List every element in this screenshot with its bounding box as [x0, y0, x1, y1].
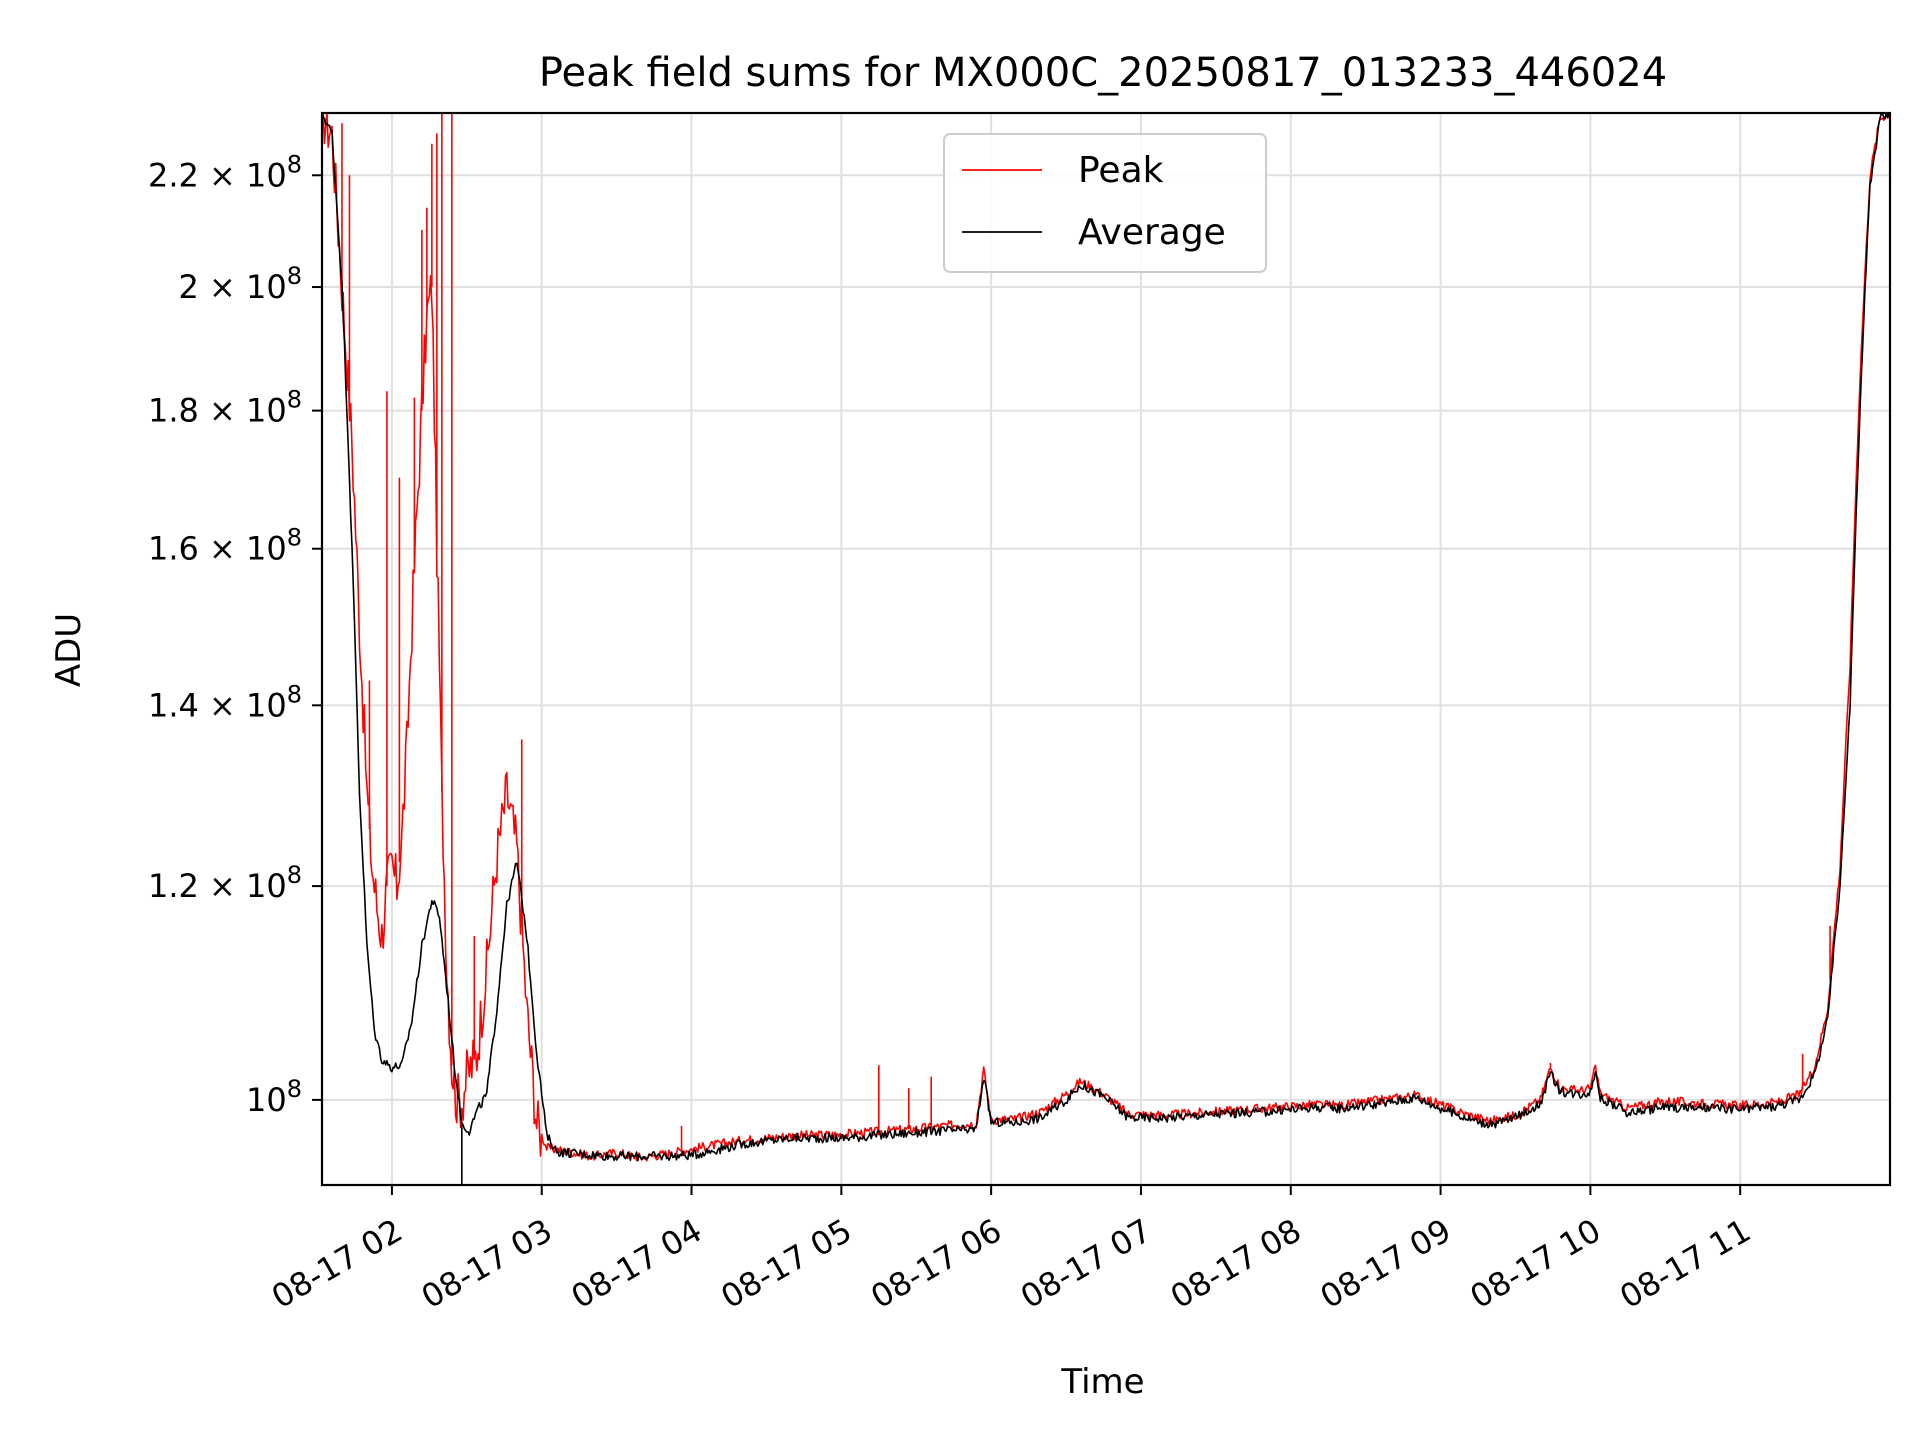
series-line-average	[321, 112, 1890, 1162]
x-tick-label-9: 08-17 11	[1613, 1211, 1757, 1316]
plot-frame	[320, 111, 1892, 1187]
y-axis-label: ADU	[49, 613, 89, 687]
legend-label-peak: Peak	[1078, 150, 1164, 191]
y-tick-label-1: 1.2 × 108	[148, 861, 302, 905]
y-tick-exponent-3: 8	[287, 524, 302, 552]
x-axis: 08-17 02 08-17 03 08-17 04 08-17 05 08-17 06…	[265, 1185, 1757, 1316]
chart-title: Peak field sums for MX000C_20250817_0132…	[539, 50, 1667, 96]
legend: Peak Average	[943, 133, 1267, 273]
y-tick-label-6: 2.2 × 108	[148, 150, 302, 194]
legend-box	[943, 133, 1267, 273]
legend-label-average: Average	[1078, 212, 1226, 253]
y-tick-exponent-1: 8	[287, 861, 302, 889]
x-tick-label-2: 08-17 04	[565, 1211, 709, 1316]
x-tick-label-4: 08-17 06	[864, 1211, 1008, 1316]
y-tick-exponent-4: 8	[287, 386, 302, 414]
y-tick-label-4: 1.8 × 108	[148, 386, 302, 430]
y-tick-label-0: 108	[246, 1075, 302, 1119]
x-tick-label-8: 08-17 10	[1464, 1211, 1608, 1316]
y-axis: 108 1.2 × 108 1.4 × 108 1.6 × 108 1.8 × 108 2…	[148, 150, 322, 1119]
y-tick-exponent-5: 8	[287, 262, 302, 290]
y-tick-label-5: 2 × 108	[178, 262, 302, 306]
y-tick-exponent-2: 8	[287, 680, 302, 708]
x-tick-label-7: 08-17 09	[1314, 1211, 1458, 1316]
y-tick-exponent-0: 8	[287, 1075, 302, 1103]
x-tick-label-3: 08-17 05	[715, 1211, 859, 1316]
x-axis-label: Time	[1060, 1362, 1144, 1402]
y-tick-label-2: 1.4 × 108	[148, 680, 302, 724]
grid	[322, 113, 1890, 1185]
y-tick-label-3: 1.6 × 108	[148, 524, 302, 568]
x-tick-label-6: 08-17 08	[1164, 1211, 1308, 1316]
x-tick-label-5: 08-17 07	[1014, 1211, 1158, 1316]
x-tick-label-0: 08-17 02	[265, 1211, 409, 1316]
x-tick-label-1: 08-17 03	[415, 1211, 559, 1316]
series-layer	[321, 112, 1891, 1185]
y-tick-exponent-6: 8	[287, 150, 302, 178]
